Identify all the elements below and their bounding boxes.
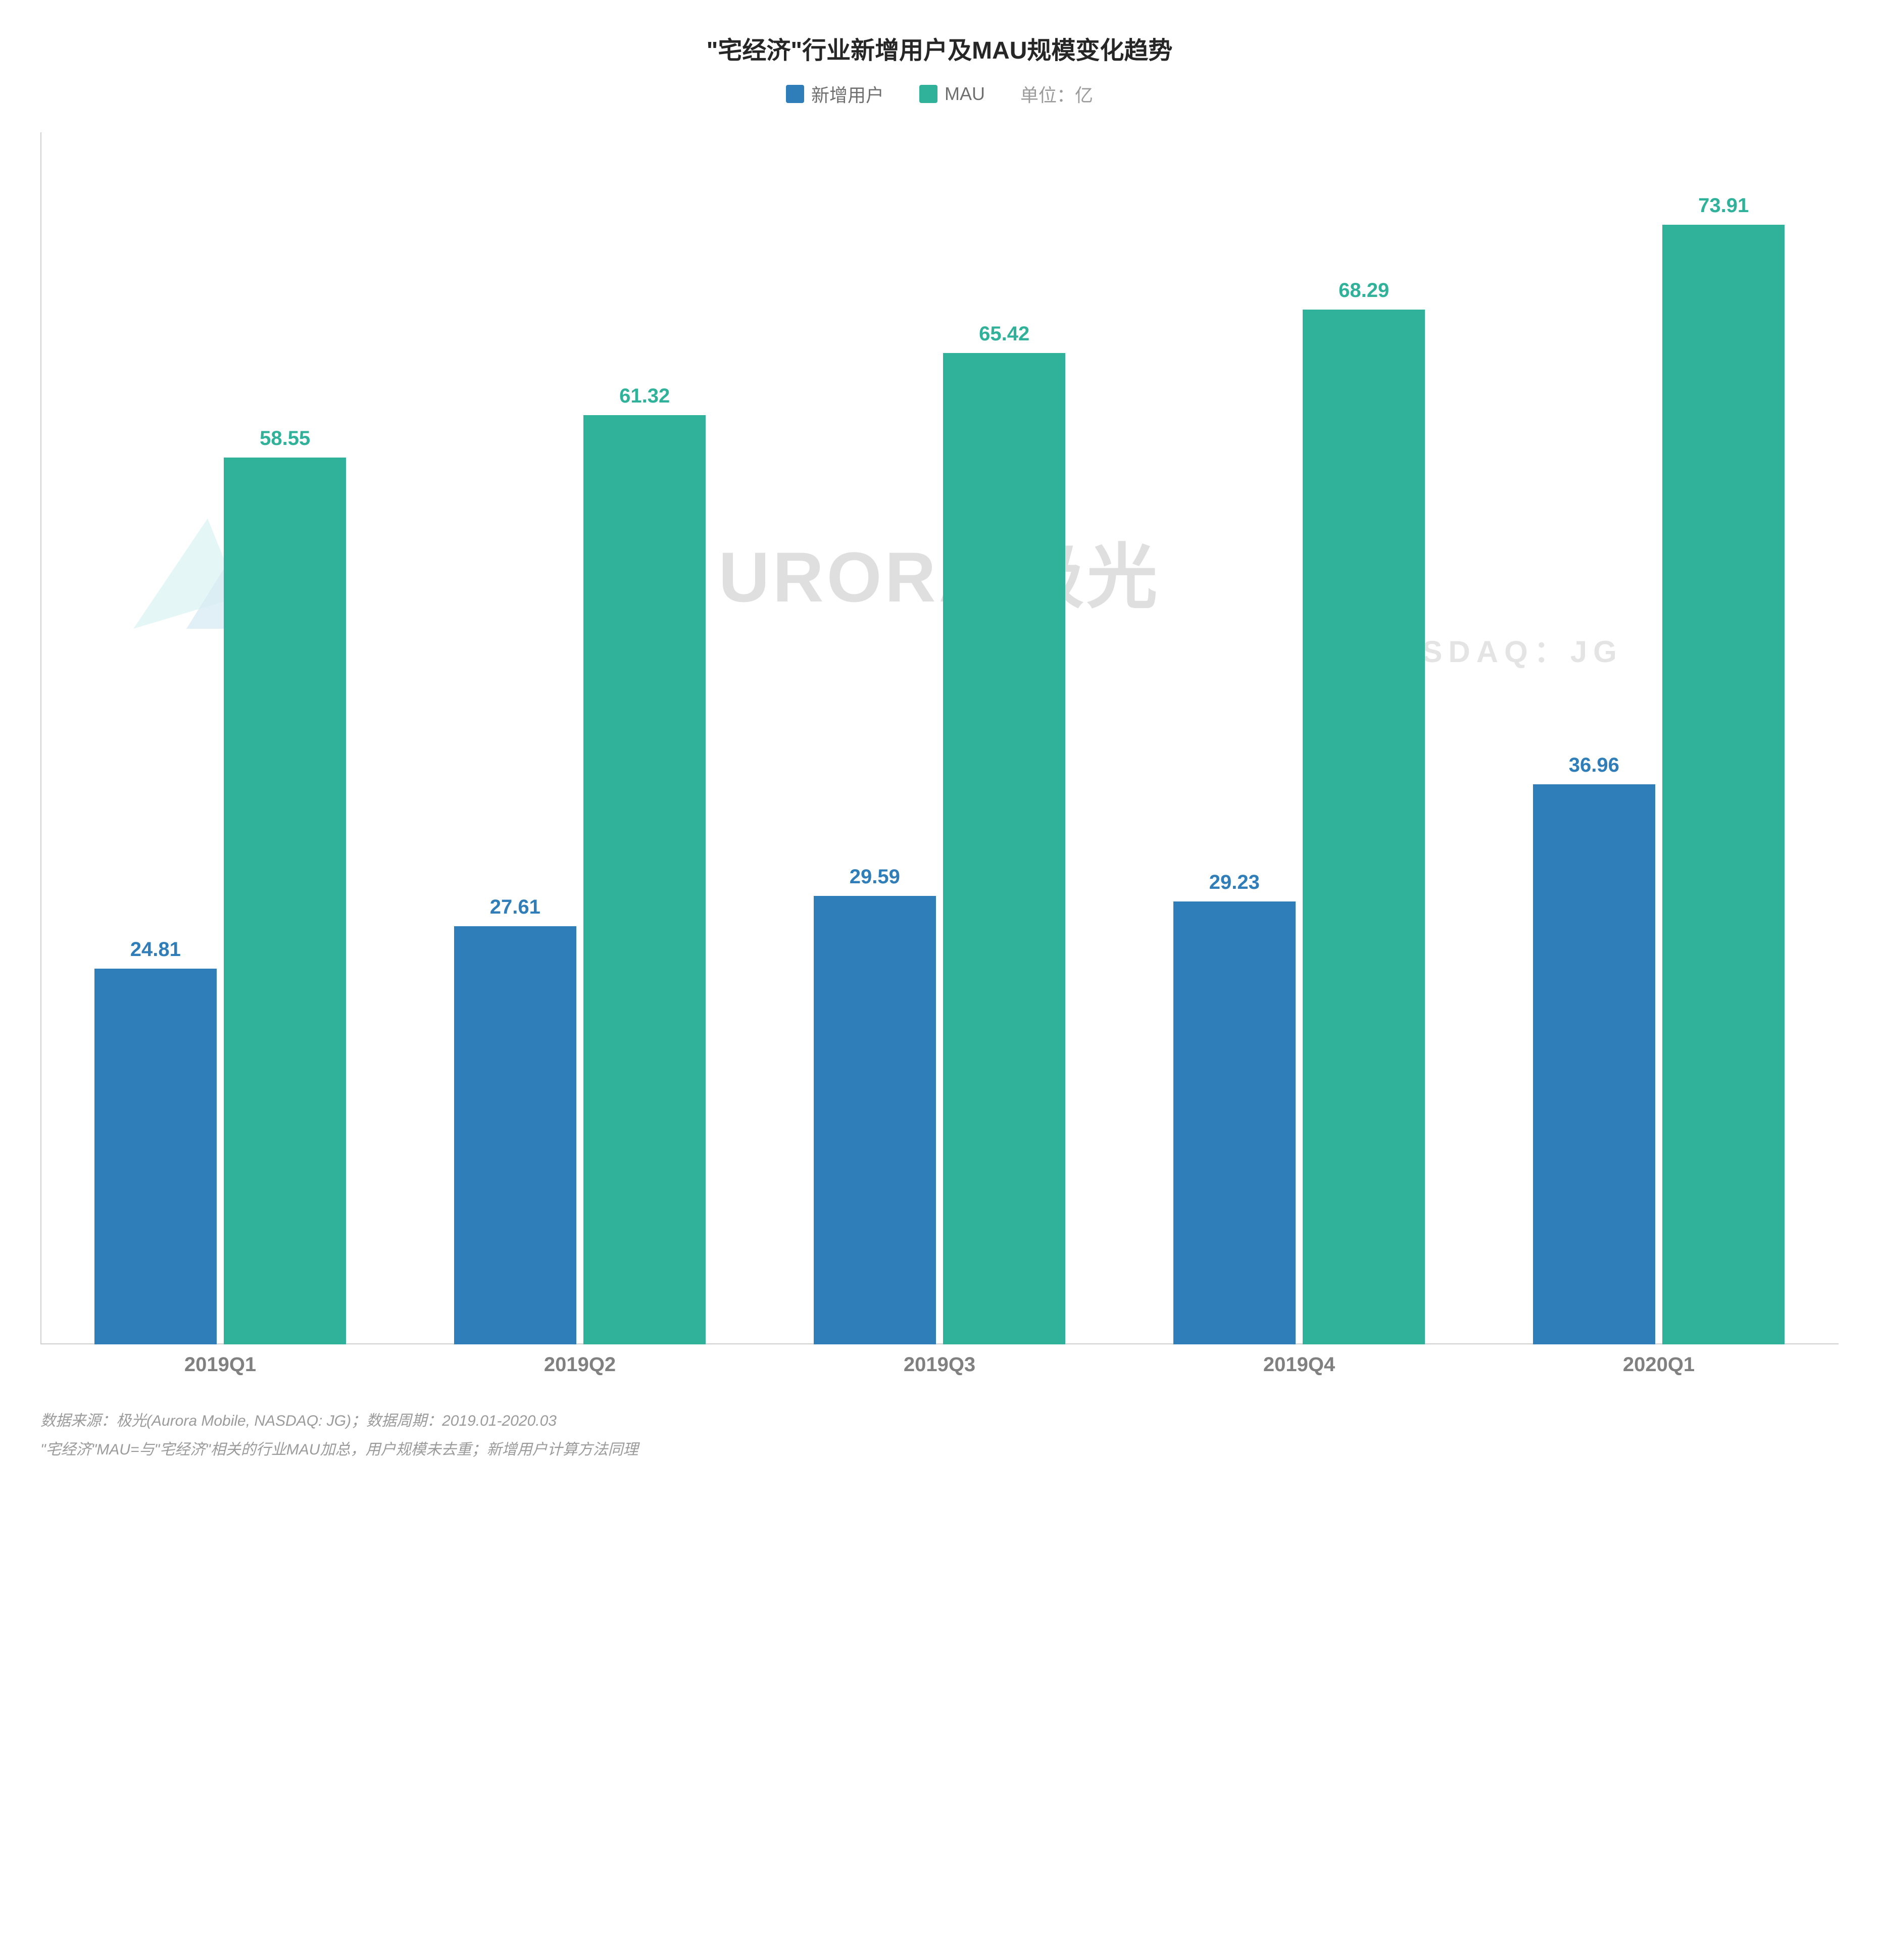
x-tick-2019Q2: 2019Q2 bbox=[400, 1353, 760, 1376]
bar-group-2019Q4: 29.2368.29 bbox=[1119, 132, 1479, 1344]
chart-title: "宅经济"行业新增用户及MAU规模变化趋势 bbox=[40, 30, 1839, 66]
bar-mau-2019Q2: 61.32 bbox=[583, 415, 706, 1344]
bar-label-mau-2020Q1: 73.91 bbox=[1698, 194, 1749, 217]
legend-swatch-mau bbox=[919, 85, 937, 103]
bar-label-new_users-2019Q1: 24.81 bbox=[130, 938, 181, 961]
x-tick-2019Q1: 2019Q1 bbox=[40, 1353, 400, 1376]
plot-area: URORA 极光 NASDAQ：JG 24.8158.5527.6161.322… bbox=[40, 132, 1839, 1376]
plot: 24.8158.5527.6161.3229.5965.4229.2368.29… bbox=[40, 132, 1839, 1344]
bar-mau-2020Q1: 73.91 bbox=[1662, 225, 1785, 1344]
bar-label-new_users-2019Q3: 29.59 bbox=[850, 866, 900, 888]
bar-label-mau-2019Q1: 58.55 bbox=[260, 427, 310, 450]
footer: 数据来源：极光(Aurora Mobile, NASDAQ: JG)；数据周期：… bbox=[40, 1406, 1839, 1464]
x-tick-2020Q1: 2020Q1 bbox=[1479, 1353, 1839, 1376]
legend-label-new_users: 新增用户 bbox=[811, 81, 884, 107]
legend-unit: 单位：亿 bbox=[1020, 81, 1093, 107]
bar-group-2020Q1: 36.9673.91 bbox=[1479, 132, 1839, 1344]
bar-new_users-2019Q3: 29.59 bbox=[814, 896, 936, 1344]
footer-line-1: "宅经济"MAU=与"宅经济"相关的行业MAU加总，用户规模未去重；新增用户计算… bbox=[40, 1435, 1839, 1464]
bar-new_users-2019Q4: 29.23 bbox=[1173, 901, 1296, 1344]
x-tick-2019Q3: 2019Q3 bbox=[760, 1353, 1119, 1376]
bar-label-mau-2019Q2: 61.32 bbox=[619, 385, 670, 408]
bar-group-2019Q1: 24.8158.55 bbox=[40, 132, 400, 1344]
bar-mau-2019Q1: 58.55 bbox=[224, 458, 346, 1345]
footer-line-0: 数据来源：极光(Aurora Mobile, NASDAQ: JG)；数据周期：… bbox=[40, 1406, 1839, 1435]
bar-new_users-2019Q2: 27.61 bbox=[454, 926, 576, 1344]
x-axis: 2019Q12019Q22019Q32019Q42020Q1 bbox=[40, 1353, 1839, 1376]
chart-page: "宅经济"行业新增用户及MAU规模变化趋势 新增用户MAU单位：亿 URORA … bbox=[0, 0, 1879, 1494]
legend: 新增用户 MAU 单位：亿 bbox=[40, 81, 1839, 107]
x-tick-2019Q4: 2019Q4 bbox=[1119, 1353, 1479, 1376]
bar-label-new_users-2020Q1: 36.96 bbox=[1569, 754, 1619, 777]
bar-group-2019Q2: 27.6161.32 bbox=[400, 132, 760, 1344]
bar-label-new_users-2019Q4: 29.23 bbox=[1209, 871, 1260, 894]
bar-label-mau-2019Q4: 68.29 bbox=[1339, 279, 1389, 302]
legend-item-mau: MAU bbox=[919, 83, 985, 105]
bar-new_users-2020Q1: 36.96 bbox=[1533, 784, 1655, 1344]
bar-mau-2019Q3: 65.42 bbox=[943, 353, 1065, 1344]
legend-swatch-new_users bbox=[786, 85, 804, 103]
bar-mau-2019Q4: 68.29 bbox=[1303, 310, 1425, 1344]
legend-label-mau: MAU bbox=[945, 83, 985, 105]
bar-label-mau-2019Q3: 65.42 bbox=[979, 323, 1029, 345]
legend-item-new_users: 新增用户 bbox=[786, 81, 884, 107]
bar-label-new_users-2019Q2: 27.61 bbox=[490, 896, 540, 919]
bar-new_users-2019Q1: 24.81 bbox=[94, 969, 217, 1344]
bar-group-2019Q3: 29.5965.42 bbox=[760, 132, 1119, 1344]
